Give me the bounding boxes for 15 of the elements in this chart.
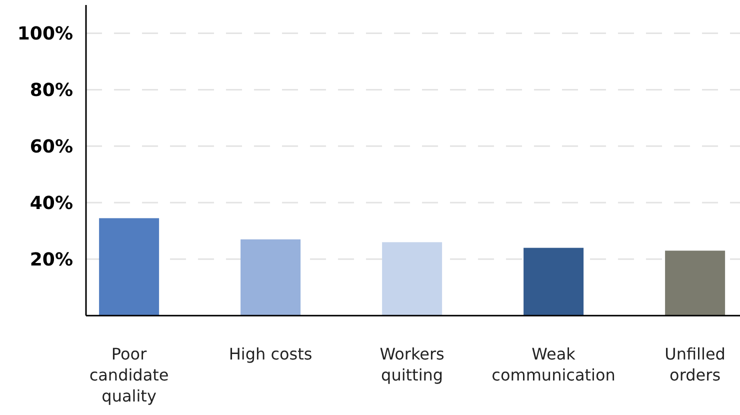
bar [240,239,301,316]
bar [665,250,726,316]
y-tick-label: 100% [17,24,73,45]
y-tick-label: 80% [30,80,73,102]
x-tick-label: Poor candidate quality [89,344,169,406]
x-tick-label: High costs [228,344,312,364]
x-tick-label: Workers quitting [380,344,444,385]
y-tick-label: 40% [30,192,73,214]
x-tick-label: Unfilled orders [664,344,726,385]
y-tick-label: 60% [30,136,73,158]
bar [524,248,584,316]
y-tick-label: 20% [30,249,73,270]
bar [99,218,160,316]
bar [382,242,442,316]
x-tick-label: Weak communication [492,344,616,385]
